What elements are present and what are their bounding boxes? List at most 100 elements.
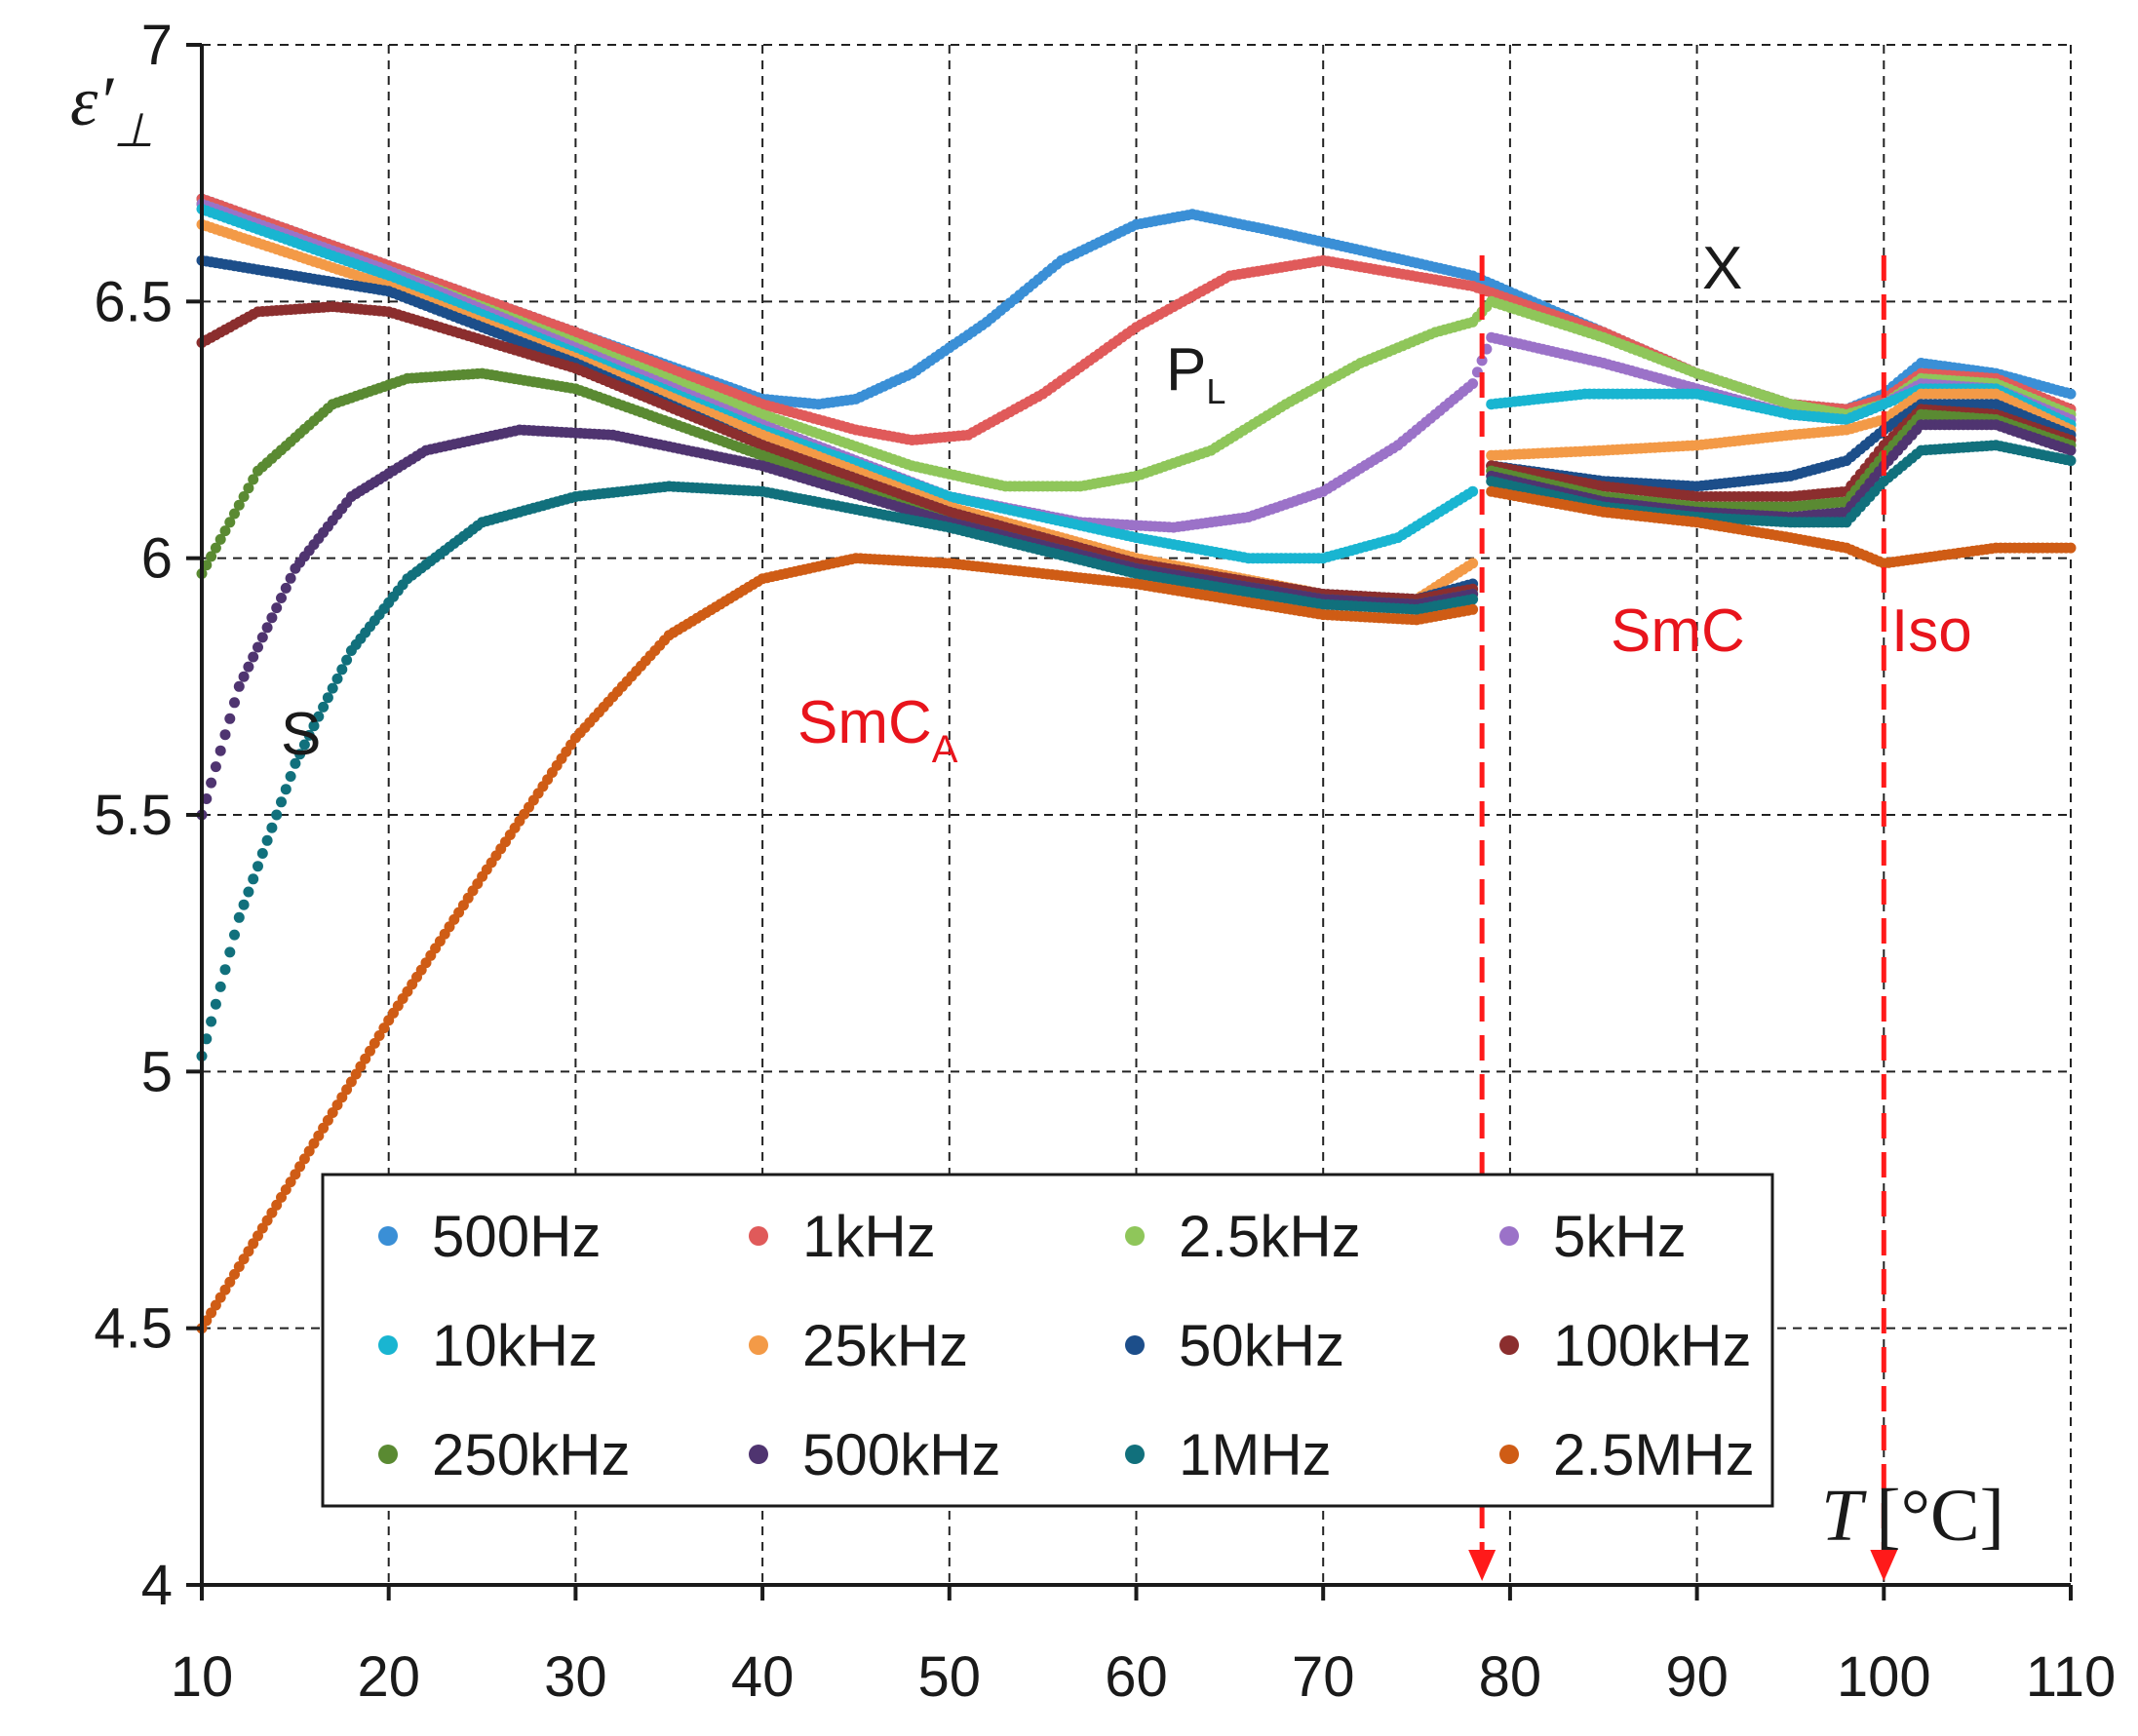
legend-label: 10kHz [432, 1313, 598, 1378]
data-point [1467, 485, 1479, 497]
y-tick-label-0: 4 [141, 1554, 173, 1617]
legend-marker [378, 1335, 398, 1355]
data-point [256, 632, 268, 643]
data-point [276, 796, 287, 808]
legend-label: 5kHz [1553, 1204, 1687, 1269]
data-point [322, 692, 333, 704]
legend-marker [1125, 1226, 1145, 1246]
legend-marker [749, 1335, 768, 1355]
data-point [253, 641, 263, 653]
x-tick-label-3: 40 [731, 1645, 795, 1709]
y-tick-label-2: 5 [141, 1040, 173, 1103]
data-point [261, 622, 273, 634]
data-point [233, 680, 245, 692]
data-point [1467, 594, 1479, 605]
x-tick-label-7: 80 [1479, 1645, 1542, 1709]
x-tick-label-8: 90 [1665, 1645, 1729, 1709]
data-point [276, 593, 287, 603]
data-point [210, 998, 221, 1010]
data-point [224, 713, 236, 724]
data-point [1467, 378, 1479, 390]
data-point [219, 964, 231, 976]
mode-label-x: X [1702, 235, 1742, 302]
x-tick-label-6: 70 [1292, 1645, 1355, 1709]
data-point [248, 651, 259, 663]
legend-label: 1kHz [802, 1204, 936, 1269]
y-tick-label-6: 7 [141, 14, 173, 77]
data-point [1476, 355, 1488, 366]
data-point [210, 761, 221, 773]
data-point [206, 1016, 217, 1027]
data-point [233, 911, 245, 923]
series-layer [196, 193, 2077, 1334]
data-point [219, 729, 231, 741]
legend-marker [1125, 1335, 1145, 1355]
data-point [256, 848, 268, 859]
legend-marker [1125, 1445, 1145, 1464]
data-point [327, 682, 338, 694]
data-point [238, 899, 250, 910]
data-point [261, 834, 273, 846]
data-point [238, 671, 250, 682]
data-point [280, 784, 292, 795]
data-point [285, 572, 296, 584]
y-tick-label-5: 6.5 [94, 270, 173, 333]
data-point [266, 612, 278, 624]
data-point [331, 673, 343, 684]
data-point [1467, 558, 1479, 569]
x-tick-label-9: 100 [1837, 1645, 1931, 1709]
legend-label: 25kHz [802, 1313, 968, 1378]
data-point [243, 886, 254, 898]
data-point [229, 697, 240, 709]
legend-marker [378, 1226, 398, 1246]
legend-label: 500kHz [802, 1422, 1000, 1487]
legend-marker [1499, 1445, 1519, 1464]
data-point [271, 809, 283, 821]
legend-marker [749, 1445, 768, 1464]
y-tick-label-1: 4.5 [94, 1297, 173, 1361]
data-point [271, 602, 283, 614]
data-point [2065, 455, 2077, 467]
y-tick-label-3: 5.5 [94, 784, 173, 847]
data-point [280, 582, 292, 594]
data-point [206, 777, 217, 789]
mode-label-s: S [281, 701, 321, 768]
legend-label: 2.5kHz [1179, 1204, 1361, 1269]
data-point [253, 861, 263, 872]
data-point [229, 929, 240, 941]
x-tick-label-2: 30 [544, 1645, 607, 1709]
data-point [341, 654, 353, 666]
legend-marker [378, 1445, 398, 1464]
series-10kHz [196, 204, 2077, 564]
x-tick-label-0: 10 [171, 1645, 234, 1709]
data-point [248, 873, 259, 885]
legend-marker [1499, 1226, 1519, 1246]
x-axis-label: T [°C] [1821, 1475, 2004, 1557]
legend-label: 1MHz [1179, 1422, 1332, 1487]
data-point [224, 946, 236, 958]
data-point [2065, 388, 2077, 400]
y-tick-label-4: 6 [141, 527, 173, 591]
legend-marker [749, 1226, 768, 1246]
data-point [214, 745, 226, 756]
data-point [214, 981, 226, 992]
legend-label: 100kHz [1553, 1313, 1751, 1378]
legend-label: 50kHz [1179, 1313, 1344, 1378]
phase-label-smc: SmC [1611, 598, 1745, 665]
data-point [2065, 542, 2077, 554]
legend-marker [1499, 1335, 1519, 1355]
x-tick-label-10: 110 [2026, 1645, 2116, 1709]
legend-label: 250kHz [432, 1422, 630, 1487]
x-tick-label-5: 60 [1105, 1645, 1168, 1709]
x-tick-label-1: 20 [357, 1645, 420, 1709]
data-point [243, 661, 254, 673]
data-point [336, 664, 348, 675]
data-point [266, 822, 278, 833]
legend-label: 2.5MHz [1553, 1422, 1755, 1487]
data-point [2065, 444, 2077, 456]
phase-label-iso: Iso [1891, 598, 1972, 665]
x-tick-label-4: 50 [918, 1645, 982, 1709]
data-point [1467, 603, 1479, 615]
